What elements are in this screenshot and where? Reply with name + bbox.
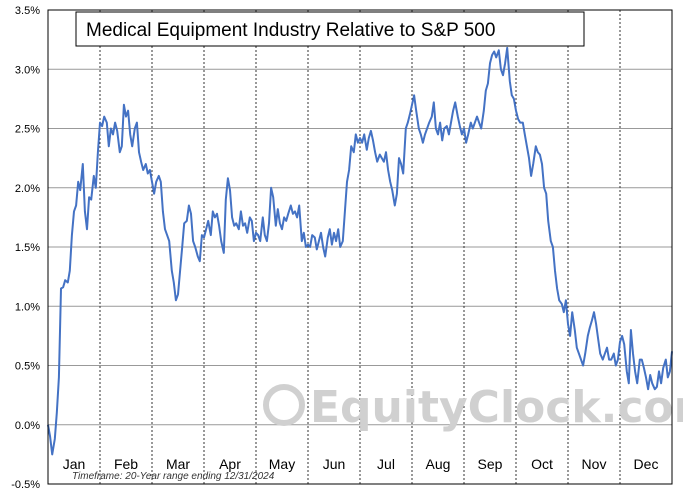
title-box: Medical Equipment Industry Relative to S… bbox=[75, 11, 585, 47]
x-tick-label: Dec bbox=[634, 456, 659, 472]
x-axis-ticks: Jan Feb Mar Apr May Jun Jul Aug Sep Oct Nov Dec bbox=[63, 456, 659, 472]
x-tick-label: Nov bbox=[582, 456, 607, 472]
x-tick-label: Jan bbox=[63, 456, 86, 472]
y-tick-label: 0.5% bbox=[15, 361, 40, 373]
watermark-coin-icon bbox=[263, 384, 305, 426]
y-tick-label: 1.0% bbox=[15, 301, 40, 313]
y-tick-label: 2.0% bbox=[15, 183, 40, 195]
watermark-text: EquityClock.com bbox=[310, 382, 683, 433]
y-tick-label: 2.5% bbox=[15, 124, 40, 136]
x-tick-label: Sep bbox=[478, 456, 503, 472]
grid-lines bbox=[48, 10, 672, 484]
x-tick-label: Feb bbox=[114, 456, 138, 472]
x-tick-label: Jul bbox=[377, 456, 395, 472]
chart-title: Medical Equipment Industry Relative to S… bbox=[86, 20, 495, 41]
y-tick-label: -0.5% bbox=[11, 479, 40, 491]
x-tick-label: Apr bbox=[219, 456, 241, 472]
watermark-logo: EquityClock.com bbox=[263, 382, 683, 433]
x-tick-label: Aug bbox=[426, 456, 451, 472]
plot-area-frame bbox=[47, 9, 673, 485]
x-tick-label: Oct bbox=[531, 456, 553, 472]
x-tick-label: Jun bbox=[323, 456, 346, 472]
timeframe-footnote: Timeframe: 20-Year range ending 12/31/20… bbox=[72, 471, 275, 482]
y-tick-label: 0.0% bbox=[15, 420, 40, 432]
y-axis-ticks: 3.5% 3.0% 2.5% 2.0% 1.5% 1.0% 0.5% 0.0% -0.5% bbox=[11, 5, 40, 491]
y-tick-label: 1.5% bbox=[15, 242, 40, 254]
x-tick-label: Mar bbox=[166, 456, 190, 472]
y-tick-label: 3.0% bbox=[15, 64, 40, 76]
x-tick-label: May bbox=[269, 456, 295, 472]
y-tick-label: 3.5% bbox=[15, 5, 40, 17]
series-line bbox=[47, 46, 673, 456]
